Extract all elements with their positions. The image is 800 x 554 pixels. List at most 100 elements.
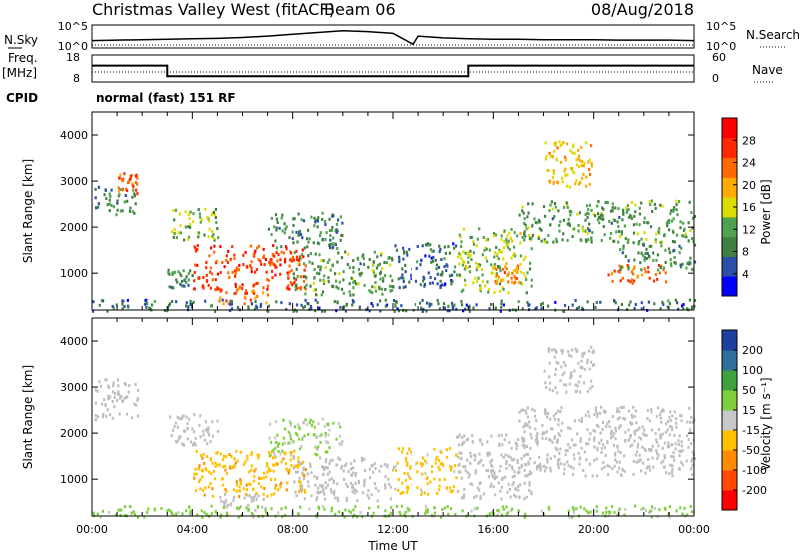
data-cell [335, 222, 338, 226]
data-cell [551, 217, 554, 221]
data-cell [335, 309, 338, 313]
data-cell [321, 309, 324, 313]
data-cell [272, 448, 275, 452]
data-cell [310, 423, 313, 427]
data-cell [109, 413, 112, 417]
data-cell [622, 405, 625, 409]
data-cell [587, 442, 590, 446]
data-cell [319, 490, 322, 494]
data-cell [353, 459, 356, 463]
data-cell [612, 443, 616, 447]
data-cell [668, 302, 671, 306]
data-cell [661, 408, 664, 412]
data-cell [270, 507, 273, 511]
data-cell [564, 364, 567, 368]
data-cell [284, 227, 287, 231]
data-cell [337, 456, 340, 460]
data-cell [389, 289, 392, 293]
data-cell [464, 264, 467, 268]
data-cell [479, 495, 482, 498]
data-cell [534, 427, 537, 431]
data-cell [264, 258, 267, 261]
data-cell [489, 485, 492, 489]
data-cell [685, 307, 689, 311]
data-cell [540, 306, 543, 310]
data-cell [294, 431, 298, 435]
data-cell [655, 438, 658, 442]
data-cell [292, 223, 295, 227]
data-cell [644, 509, 647, 512]
data-cell [441, 283, 444, 287]
data-cell [402, 257, 405, 261]
data-cell [92, 511, 95, 515]
data-cell [557, 423, 560, 427]
data-cell [203, 438, 206, 442]
data-cell [233, 457, 236, 461]
data-cell [300, 303, 303, 307]
data-cell [675, 509, 678, 513]
data-cell [641, 425, 644, 429]
data-cell [619, 279, 622, 283]
data-cell [252, 498, 255, 502]
data-cell [410, 273, 413, 277]
data-cell [578, 462, 581, 466]
data-cell [680, 460, 683, 464]
data-cell [546, 415, 549, 419]
data-cell [112, 205, 115, 209]
data-cell [643, 447, 646, 451]
data-cell [287, 430, 290, 434]
data-cell [547, 347, 550, 351]
data-cell [669, 212, 672, 216]
data-cell [664, 430, 667, 434]
x-tick-label: 20:00 [578, 523, 610, 536]
data-cell [212, 211, 215, 214]
data-cell [288, 419, 291, 423]
data-cell [632, 459, 635, 463]
data-cell [571, 167, 574, 170]
data-cell [442, 463, 445, 467]
data-cell [650, 407, 653, 411]
data-cell [357, 267, 361, 271]
data-cell [553, 215, 556, 218]
data-cell [274, 455, 277, 459]
data-cell [627, 438, 630, 442]
data-cell [678, 244, 681, 248]
data-cell [588, 222, 591, 226]
data-cell [205, 279, 208, 283]
data-cell [460, 299, 463, 303]
data-cell [324, 460, 327, 464]
data-cell [439, 247, 442, 251]
data-cell [325, 458, 328, 462]
data-cell [581, 229, 584, 233]
data-cell [265, 301, 268, 305]
data-cell [599, 216, 602, 220]
data-region-14 [619, 241, 697, 272]
data-cell [689, 505, 692, 508]
data-cell [329, 238, 332, 242]
data-cell [193, 441, 196, 445]
data-cell [293, 280, 296, 284]
data-cell [512, 281, 515, 285]
data-cell [193, 287, 197, 291]
data-cell [679, 265, 683, 269]
data-cell [638, 212, 641, 216]
data-cell [233, 292, 236, 296]
data-cell [460, 456, 463, 460]
data-cell [650, 505, 654, 509]
data-cell [514, 495, 517, 499]
data-cell [597, 212, 600, 216]
data-cell [669, 262, 673, 266]
data-cell [648, 200, 651, 204]
data-cell [487, 451, 490, 455]
data-cell [617, 230, 621, 233]
data-cell [579, 238, 582, 242]
data-cell [519, 254, 523, 258]
data-cell [644, 270, 647, 274]
data-cell [130, 511, 133, 515]
data-cell [211, 272, 214, 276]
data-cell [199, 478, 202, 481]
data-cell [373, 462, 376, 466]
data-cell [588, 367, 591, 371]
data-cell [408, 247, 411, 251]
data-cell [469, 249, 472, 253]
